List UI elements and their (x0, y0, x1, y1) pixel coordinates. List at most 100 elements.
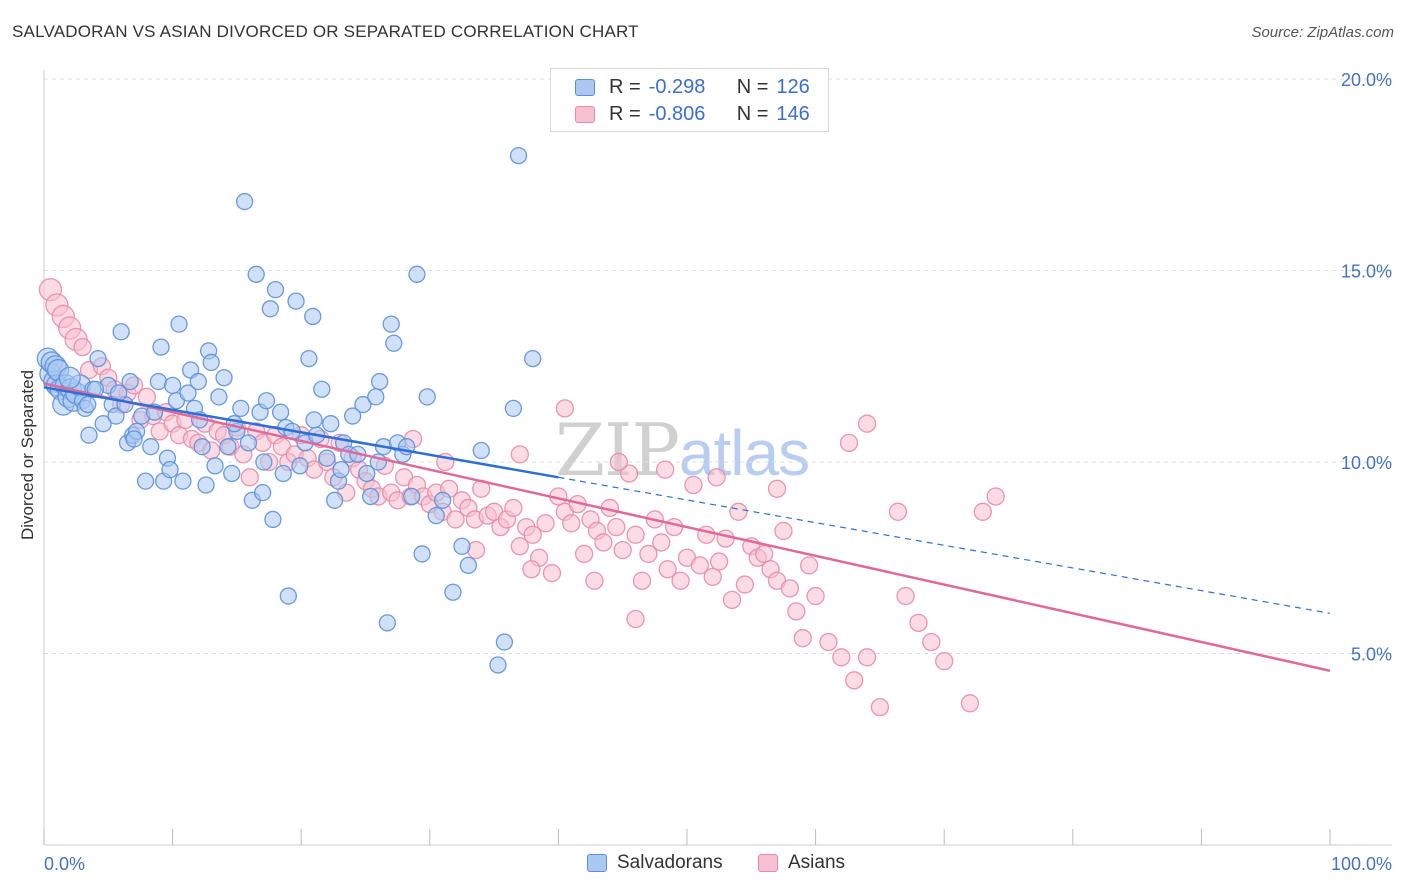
asian-point (780, 579, 800, 598)
watermark-zip: ZIP (555, 408, 680, 492)
asian-point (703, 567, 722, 587)
legend-n-label: N = (736, 75, 769, 98)
salvadoran-point (193, 438, 211, 456)
legend-swatch-salvadorans (575, 78, 595, 96)
salvadoran-point (161, 461, 179, 479)
salvadoran-point (189, 372, 207, 391)
legend-r-label: R = (609, 102, 641, 125)
salvadoran-point (80, 426, 98, 444)
salvadoran-point (136, 472, 155, 490)
salvadoran-point (370, 372, 389, 391)
asian-point (922, 632, 941, 652)
asian-point (671, 571, 690, 590)
legend-swatch-asians (575, 105, 595, 123)
salvadoran-point (472, 441, 490, 460)
salvadoran-point (94, 415, 112, 433)
salvadoran-point (354, 395, 372, 414)
salvadoran-point (524, 349, 542, 368)
salvadoran-point (179, 384, 197, 402)
salvadoran-point (444, 583, 462, 601)
salvadoran-point (89, 349, 107, 368)
salvadoran-point (413, 545, 431, 563)
legend-r-value: -0.806 (648, 102, 706, 125)
series-legend-salvadorans[interactable]: Salvadorans (587, 852, 723, 874)
asian-point (845, 671, 864, 690)
asian-point (607, 517, 626, 537)
legend-r-label: R = (609, 75, 641, 98)
salvadoran-point (274, 464, 292, 483)
y-tick-label: 5.0% (1351, 645, 1392, 665)
legend-row-asians: R = -0.806 N = 146 (575, 101, 810, 127)
asian-point (632, 571, 652, 590)
x-tick-label-min: 0.0% (44, 854, 85, 874)
asian-point (973, 502, 992, 521)
asian-point (522, 560, 541, 579)
asian-point (707, 468, 726, 487)
asian-point (793, 629, 812, 648)
salvadoran-point (58, 366, 81, 389)
asian-point (536, 514, 555, 533)
salvadoran-point (247, 265, 265, 283)
salvadoran-point (291, 457, 309, 475)
asian-point (240, 468, 259, 487)
asian-point (664, 517, 684, 537)
salvadoran-point (279, 587, 297, 605)
asian-point (446, 510, 465, 529)
salvadoran-point (343, 407, 362, 425)
salvadoran-point (152, 338, 170, 356)
salvadoran-points (36, 146, 542, 674)
legend-row-salvadorans: R = -0.298 N = 126 (575, 74, 810, 100)
series-label-asians: Asians (788, 852, 846, 873)
y-tick-labels: 5.0% 10.0% 15.0% 20.0% (1341, 70, 1392, 665)
asian-point (787, 602, 806, 621)
salvadoran-point (403, 487, 421, 506)
asian-point (542, 563, 562, 583)
salvadoran-point (378, 614, 397, 632)
asian-point (716, 529, 735, 548)
salvadoran-point (107, 407, 125, 425)
salvadoran-point (202, 353, 220, 372)
salvadoran-trend-extension (558, 476, 1331, 614)
asian-point (870, 697, 890, 717)
y-tick-label: 10.0% (1341, 453, 1392, 473)
legend-n-label: N = (736, 102, 769, 125)
chart-title: SALVADORAN VS ASIAN DIVORCED OR SEPARATE… (12, 22, 639, 41)
salvadoran-point (255, 453, 273, 471)
asian-point (857, 648, 877, 667)
asian-point (655, 460, 675, 479)
asian-point (767, 479, 787, 498)
asian-point (986, 487, 1005, 506)
salvadoran-point (489, 656, 507, 674)
salvadoran-point (257, 392, 276, 410)
asian-point (857, 414, 877, 433)
salvadoran-point (300, 349, 318, 368)
salvadoran-point (287, 292, 305, 310)
salvadoran-point (223, 464, 241, 483)
salvadoran-point (509, 146, 528, 165)
x-tick-label-max: 100.0% (1331, 854, 1392, 874)
salvadoran-point (149, 372, 168, 391)
asian-point (574, 544, 594, 564)
asian-point (619, 464, 639, 483)
salvadoran-point (427, 506, 445, 525)
salvadoran-point (253, 483, 272, 502)
asian-point (729, 502, 748, 521)
watermark: ZIPatlas (555, 408, 810, 492)
y-axis-label: Divorced or Separated (18, 370, 37, 540)
salvadoran-point (215, 369, 233, 387)
asian-point (960, 694, 980, 713)
salvadoran-point (206, 457, 224, 475)
asian-point (800, 556, 819, 575)
asian-point (690, 556, 710, 575)
salvadoran-point (79, 395, 97, 414)
salvadoran-point (210, 388, 228, 406)
asian-point (626, 525, 645, 544)
series-legend-asians[interactable]: Asians (758, 852, 845, 874)
asian-point (562, 514, 581, 533)
salvadoran-point (232, 399, 250, 418)
asian-point (755, 544, 774, 564)
salvadoran-point (261, 300, 279, 318)
asian-point (735, 575, 755, 594)
salvadoran-point (322, 415, 340, 433)
